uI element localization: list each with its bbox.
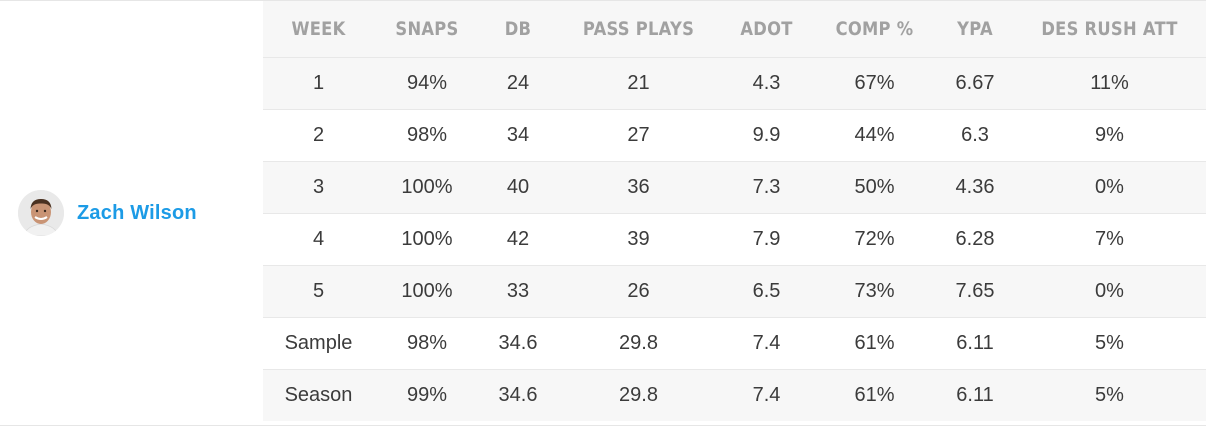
cell-db: 34 (506, 123, 530, 146)
cell-db: 24 (506, 71, 530, 94)
column-header-adot[interactable]: ADOT (740, 17, 793, 40)
column-header-week[interactable]: WEEK (291, 17, 346, 40)
cell-pass-plays: 39 (627, 227, 650, 250)
cell-ypa: 7.65 (955, 279, 995, 302)
cell-ypa: 6.11 (956, 331, 994, 354)
cell-des-rush-att: 5% (1095, 331, 1124, 354)
column-header-pass-plays[interactable]: PASS PLAYS (582, 17, 695, 40)
table-row-week-5: 5 100% 33 26 6.5 73% 7.65 0% (263, 265, 1206, 317)
table-row-week-4: 4 100% 42 39 7.9 72% 6.28 7% (263, 213, 1206, 265)
cell-des-rush-att: 9% (1095, 123, 1124, 146)
cell-week: Season (284, 383, 353, 406)
cell-ypa: 6.11 (956, 383, 994, 406)
player-cell: Zach Wilson (4, 1, 263, 425)
cell-adot: 7.9 (752, 227, 781, 250)
cell-pass-plays: 21 (627, 71, 650, 94)
cell-des-rush-att: 5% (1095, 383, 1124, 406)
cell-week: 2 (312, 123, 325, 146)
cell-snaps: 100% (401, 227, 453, 250)
table-header-row: WEEK SNAPS DB PASS PLAYS ADOT COMP % YPA… (263, 1, 1206, 57)
cell-db: 42 (506, 227, 530, 250)
cell-snaps: 94% (406, 71, 448, 94)
cell-des-rush-att: 0% (1095, 279, 1124, 302)
column-header-snaps[interactable]: SNAPS (395, 17, 459, 40)
cell-ypa: 6.3 (961, 123, 989, 146)
table-row-week-3: 3 100% 40 36 7.3 50% 4.36 0% (263, 161, 1206, 213)
column-header-ypa[interactable]: YPA (957, 17, 993, 40)
cell-snaps: 98% (406, 331, 448, 354)
cell-adot: 9.9 (752, 123, 781, 146)
cell-week: 3 (312, 175, 325, 198)
cell-comp-pct: 72% (854, 227, 895, 250)
cell-adot: 6.5 (752, 279, 781, 302)
cell-db: 40 (506, 175, 530, 198)
cell-pass-plays: 29.8 (619, 383, 658, 406)
column-header-comp-pct[interactable]: COMP % (835, 17, 914, 40)
cell-des-rush-att: 11% (1090, 71, 1129, 94)
cell-snaps: 100% (401, 279, 453, 302)
cell-pass-plays: 26 (627, 279, 650, 302)
cell-adot: 7.3 (752, 175, 781, 198)
cell-des-rush-att: 7% (1095, 227, 1124, 250)
cell-comp-pct: 61% (854, 331, 895, 354)
cell-week: 5 (312, 279, 325, 302)
cell-snaps: 100% (401, 175, 453, 198)
table-row-sample: Sample 98% 34.6 29.8 7.4 61% 6.11 5% (263, 317, 1206, 369)
cell-db: 34.6 (498, 383, 538, 406)
cell-week: 4 (312, 227, 325, 250)
cell-pass-plays: 27 (627, 123, 650, 146)
player-name-link[interactable]: Zach Wilson (77, 201, 197, 224)
cell-comp-pct: 67% (854, 71, 895, 94)
cell-comp-pct: 44% (854, 123, 895, 146)
cell-ypa: 6.67 (955, 71, 995, 94)
cell-des-rush-att: 0% (1095, 175, 1124, 198)
table-row-week-2: 2 98% 34 27 9.9 44% 6.3 9% (263, 109, 1206, 161)
cell-comp-pct: 73% (854, 279, 895, 302)
cell-ypa: 4.36 (955, 175, 995, 198)
table-row-week-1: 1 94% 24 21 4.3 67% 6.67 11% (263, 57, 1206, 109)
cell-db: 34.6 (498, 331, 538, 354)
cell-week: 1 (312, 71, 325, 94)
cell-week: Sample (284, 331, 353, 354)
cell-pass-plays: 36 (627, 175, 650, 198)
column-header-db[interactable]: DB (504, 17, 532, 40)
cell-snaps: 99% (406, 383, 448, 406)
column-header-des-rush-att[interactable]: DES RUSH ATT (1041, 17, 1178, 40)
cell-adot: 7.4 (752, 331, 781, 354)
cell-adot: 7.4 (752, 383, 781, 406)
player-headshot-icon[interactable] (18, 190, 64, 236)
cell-db: 33 (506, 279, 530, 302)
cell-adot: 4.3 (752, 71, 781, 94)
cell-snaps: 98% (406, 123, 448, 146)
cell-comp-pct: 50% (854, 175, 895, 198)
cell-pass-plays: 29.8 (619, 331, 658, 354)
weekly-stats-table: WEEK SNAPS DB PASS PLAYS ADOT COMP % YPA… (263, 1, 1206, 421)
cell-comp-pct: 61% (854, 383, 895, 406)
table-row-season: Season 99% 34.6 29.8 7.4 61% 6.11 5% (263, 369, 1206, 421)
cell-ypa: 6.28 (955, 227, 995, 250)
